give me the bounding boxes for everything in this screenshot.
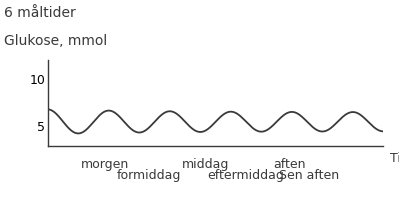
- Text: Tid: Tid: [390, 152, 399, 165]
- Text: Glukose, mmol: Glukose, mmol: [4, 34, 107, 48]
- Text: 6 måltider: 6 måltider: [4, 6, 76, 20]
- Text: aften: aften: [273, 158, 306, 171]
- Text: Sen aften: Sen aften: [279, 169, 340, 183]
- Text: morgen: morgen: [81, 158, 129, 171]
- Text: formiddag: formiddag: [116, 169, 181, 183]
- Text: middag: middag: [182, 158, 229, 171]
- Text: eftermiddag: eftermiddag: [207, 169, 284, 183]
